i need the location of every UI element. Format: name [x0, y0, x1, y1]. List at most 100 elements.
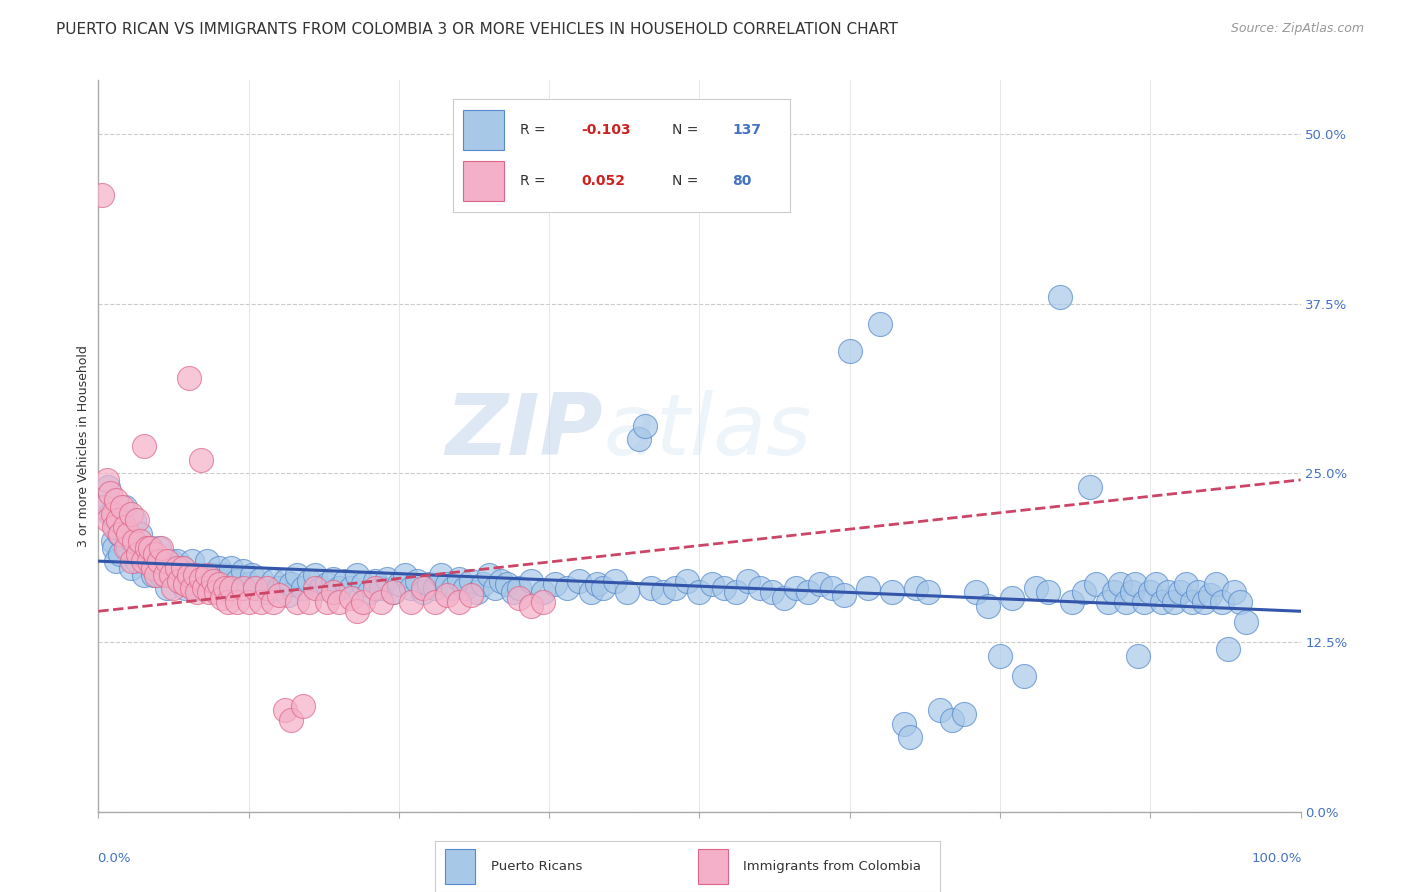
- Point: [436, 588, 458, 602]
- Point: [201, 567, 224, 582]
- Point: [115, 541, 138, 555]
- Point: [605, 574, 627, 589]
- Point: [808, 577, 831, 591]
- Point: [100, 486, 122, 500]
- Point: [159, 567, 181, 582]
- Point: [346, 567, 368, 582]
- Point: [121, 554, 143, 568]
- Point: [856, 581, 879, 595]
- Point: [217, 595, 239, 609]
- Point: [108, 547, 131, 561]
- Point: [129, 527, 152, 541]
- Point: [1073, 585, 1095, 599]
- Point: [315, 595, 337, 609]
- Point: [941, 713, 963, 727]
- Point: [381, 585, 404, 599]
- Point: [1128, 648, 1150, 663]
- Point: [616, 585, 638, 599]
- Point: [108, 527, 131, 541]
- Point: [132, 567, 155, 582]
- Point: [186, 585, 208, 599]
- Point: [156, 581, 179, 595]
- Point: [953, 707, 976, 722]
- Point: [159, 554, 181, 568]
- Point: [97, 514, 120, 528]
- Point: [198, 574, 221, 589]
- Point: [135, 547, 157, 561]
- Point: [219, 561, 242, 575]
- Point: [1199, 588, 1222, 602]
- Point: [141, 567, 163, 582]
- Point: [1144, 577, 1167, 591]
- Point: [285, 567, 308, 582]
- Point: [280, 577, 302, 591]
- Point: [700, 577, 723, 591]
- Point: [399, 581, 422, 595]
- Point: [105, 493, 128, 508]
- Point: [928, 703, 950, 717]
- Point: [1123, 577, 1146, 591]
- Point: [460, 574, 482, 589]
- Point: [1223, 585, 1246, 599]
- Point: [555, 581, 578, 595]
- Point: [262, 595, 284, 609]
- Point: [1062, 595, 1084, 609]
- Point: [1163, 595, 1185, 609]
- Point: [124, 514, 146, 528]
- Point: [340, 581, 363, 595]
- Point: [592, 581, 614, 595]
- Point: [190, 452, 212, 467]
- Point: [240, 567, 263, 582]
- Point: [832, 588, 855, 602]
- Point: [132, 541, 155, 555]
- Point: [772, 591, 794, 605]
- Point: [232, 581, 254, 595]
- Point: [108, 527, 131, 541]
- Point: [502, 585, 524, 599]
- Point: [412, 581, 434, 595]
- Point: [724, 585, 747, 599]
- Point: [508, 581, 530, 595]
- Point: [162, 567, 184, 582]
- Text: 100.0%: 100.0%: [1251, 852, 1302, 865]
- Point: [145, 567, 167, 582]
- Point: [761, 585, 783, 599]
- Point: [148, 554, 170, 568]
- Point: [340, 591, 363, 605]
- Point: [352, 595, 374, 609]
- Point: [148, 541, 170, 555]
- Point: [586, 577, 609, 591]
- Point: [364, 581, 387, 595]
- Point: [103, 520, 125, 534]
- Point: [114, 500, 136, 514]
- Point: [447, 595, 470, 609]
- Point: [838, 344, 860, 359]
- Point: [965, 585, 987, 599]
- Point: [127, 547, 149, 561]
- Point: [243, 581, 266, 595]
- Text: atlas: atlas: [603, 390, 811, 473]
- Point: [120, 561, 142, 575]
- Y-axis label: 3 or more Vehicles in Household: 3 or more Vehicles in Household: [77, 345, 90, 547]
- Point: [381, 585, 404, 599]
- Point: [357, 585, 380, 599]
- Point: [166, 554, 188, 568]
- Point: [149, 567, 172, 582]
- Point: [436, 577, 458, 591]
- Point: [447, 572, 470, 586]
- Point: [190, 567, 212, 582]
- Point: [100, 507, 122, 521]
- Point: [238, 595, 260, 609]
- Point: [544, 577, 567, 591]
- Point: [1049, 290, 1071, 304]
- Point: [97, 480, 120, 494]
- Point: [713, 581, 735, 595]
- Point: [917, 585, 939, 599]
- Point: [1152, 595, 1174, 609]
- Point: [478, 567, 501, 582]
- Point: [454, 581, 477, 595]
- Point: [211, 591, 233, 605]
- Point: [285, 595, 308, 609]
- Point: [977, 599, 1000, 613]
- Point: [898, 730, 921, 744]
